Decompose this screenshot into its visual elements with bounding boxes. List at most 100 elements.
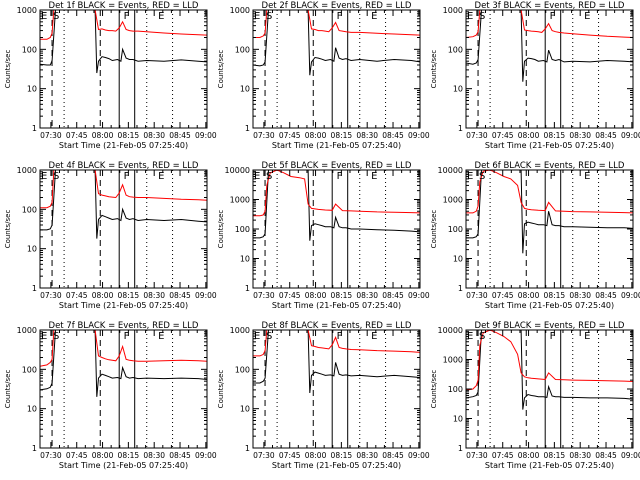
x-tick-label: 08:15 [331, 291, 353, 300]
event-marker-label: E [41, 171, 47, 182]
chart-panel: Det 9f BLACK = Events, RED = LLD 1 10 100 10… [430, 321, 640, 470]
x-tick-label: 09:00 [408, 451, 430, 460]
y-axis-label: Counts/sec [4, 370, 12, 409]
x-tick-label: 08:00 [92, 291, 114, 300]
plot-frame [252, 169, 421, 289]
x-tick-label: 09:00 [621, 131, 640, 140]
x-axis-label: Start Time (21-Feb-05 07:25:40) [272, 301, 401, 310]
x-tick-label: 08:00 [92, 451, 114, 460]
event-marker-label: S [53, 171, 59, 182]
plot-frame [39, 169, 208, 289]
x-tick-label: 07:45 [66, 451, 88, 460]
lld-series-line [40, 10, 207, 40]
x-tick-label: 08:00 [92, 131, 114, 140]
y-tick-label: 1000 [17, 6, 37, 15]
event-marker-label: S [266, 331, 272, 342]
y-tick-label: 100 [235, 45, 250, 54]
x-tick-label: 08:00 [518, 291, 540, 300]
y-tick-label: 1000 [230, 6, 250, 15]
x-tick-label: 09:00 [195, 451, 217, 460]
x-tick-label: 08:45 [382, 131, 404, 140]
chart-title: Det 2f BLACK = Events, RED = LLD [262, 1, 412, 11]
event-marker-label: F [550, 171, 556, 182]
y-tick-label: 1000 [443, 196, 463, 205]
y-tick-label: 10 [27, 85, 37, 94]
event-marker-label: F [337, 331, 343, 342]
x-tick-label: 07:30 [466, 131, 488, 140]
y-tick-label: 100 [448, 45, 463, 54]
x-tick-label: 07:30 [253, 451, 275, 460]
y-tick-label: 1 [458, 444, 463, 453]
x-tick-label: 08:30 [356, 451, 378, 460]
x-tick-label: 08:30 [143, 131, 165, 140]
plot-frame [39, 329, 208, 449]
x-axis-label: Start Time (21-Feb-05 07:25:40) [59, 141, 188, 150]
marker-lines [477, 10, 600, 128]
events-series-line [253, 10, 420, 76]
x-tick-label: 08:00 [518, 131, 540, 140]
x-tick-label: 09:00 [621, 451, 640, 460]
x-tick-label: 07:30 [40, 291, 62, 300]
marker-lines [264, 170, 387, 288]
y-axis-label: Counts/sec [430, 50, 438, 89]
chart-panel: Det 2f BLACK = Events, RED = LLD 1 10 100 10… [217, 1, 430, 150]
y-axis-label: Counts/sec [430, 210, 438, 249]
events-series-line [466, 10, 633, 82]
event-marker-label: F [550, 11, 556, 22]
x-tick-label: 08:00 [305, 291, 327, 300]
chart-title: Det 4f BLACK = Events, RED = LLD [49, 161, 199, 171]
x-tick-label: 07:45 [492, 451, 514, 460]
x-tick-label: 07:45 [66, 131, 88, 140]
x-tick-label: 07:45 [279, 131, 301, 140]
y-axis-label: Counts/sec [217, 370, 225, 409]
x-tick-label: 07:45 [279, 291, 301, 300]
x-tick-label: 07:30 [40, 451, 62, 460]
chart-title: Det 9f BLACK = Events, RED = LLD [475, 321, 625, 331]
lld-series-line [466, 10, 633, 38]
x-axis-label: Start Time (21-Feb-05 07:25:40) [485, 141, 614, 150]
event-marker-label: E [371, 331, 377, 342]
plot-frame [39, 9, 208, 129]
event-marker-label: S [53, 11, 59, 22]
lld-series-line [253, 170, 420, 217]
x-tick-label: 08:30 [356, 131, 378, 140]
y-tick-label: 10 [240, 405, 250, 414]
y-tick-label: 1 [32, 444, 37, 453]
lld-series-line [253, 330, 420, 357]
x-axis-label: Start Time (21-Feb-05 07:25:40) [485, 301, 614, 310]
chart-panel: Det 1f BLACK = Events, RED = LLD 1 10 100 10… [4, 1, 217, 150]
lld-series-line [466, 170, 633, 214]
y-tick-label: 100 [448, 225, 463, 234]
marker-lines [51, 170, 174, 288]
x-tick-label: 08:45 [595, 131, 617, 140]
x-tick-label: 08:00 [305, 451, 327, 460]
x-tick-label: 08:45 [169, 451, 191, 460]
x-tick-label: 08:45 [595, 291, 617, 300]
x-tick-label: 07:30 [40, 131, 62, 140]
events-series-line [40, 330, 207, 397]
marker-lines [51, 10, 174, 128]
lld-series-line [40, 170, 207, 209]
x-tick-label: 08:15 [118, 131, 140, 140]
x-tick-label: 08:45 [382, 291, 404, 300]
x-tick-label: 08:15 [544, 291, 566, 300]
plot-frame [465, 169, 634, 289]
x-tick-label: 09:00 [195, 131, 217, 140]
y-tick-label: 10000 [225, 166, 250, 175]
y-axis-label: Counts/sec [217, 50, 225, 89]
x-tick-label: 08:15 [331, 451, 353, 460]
y-tick-label: 1000 [443, 6, 463, 15]
chart-panel: Det 5f BLACK = Events, RED = LLD 1 10 100 10… [217, 161, 430, 310]
event-marker-label: F [124, 11, 130, 22]
events-series-line [40, 10, 207, 74]
y-tick-label: 100 [235, 365, 250, 374]
chart-title: Det 3f BLACK = Events, RED = LLD [475, 1, 625, 11]
chart-title: Det 6f BLACK = Events, RED = LLD [475, 161, 625, 171]
x-axis-label: Start Time (21-Feb-05 07:25:40) [272, 141, 401, 150]
event-marker-label: S [479, 11, 485, 22]
events-series-line [466, 170, 633, 254]
events-series-line [253, 330, 420, 394]
event-marker-label: S [266, 11, 272, 22]
x-tick-label: 08:45 [595, 451, 617, 460]
